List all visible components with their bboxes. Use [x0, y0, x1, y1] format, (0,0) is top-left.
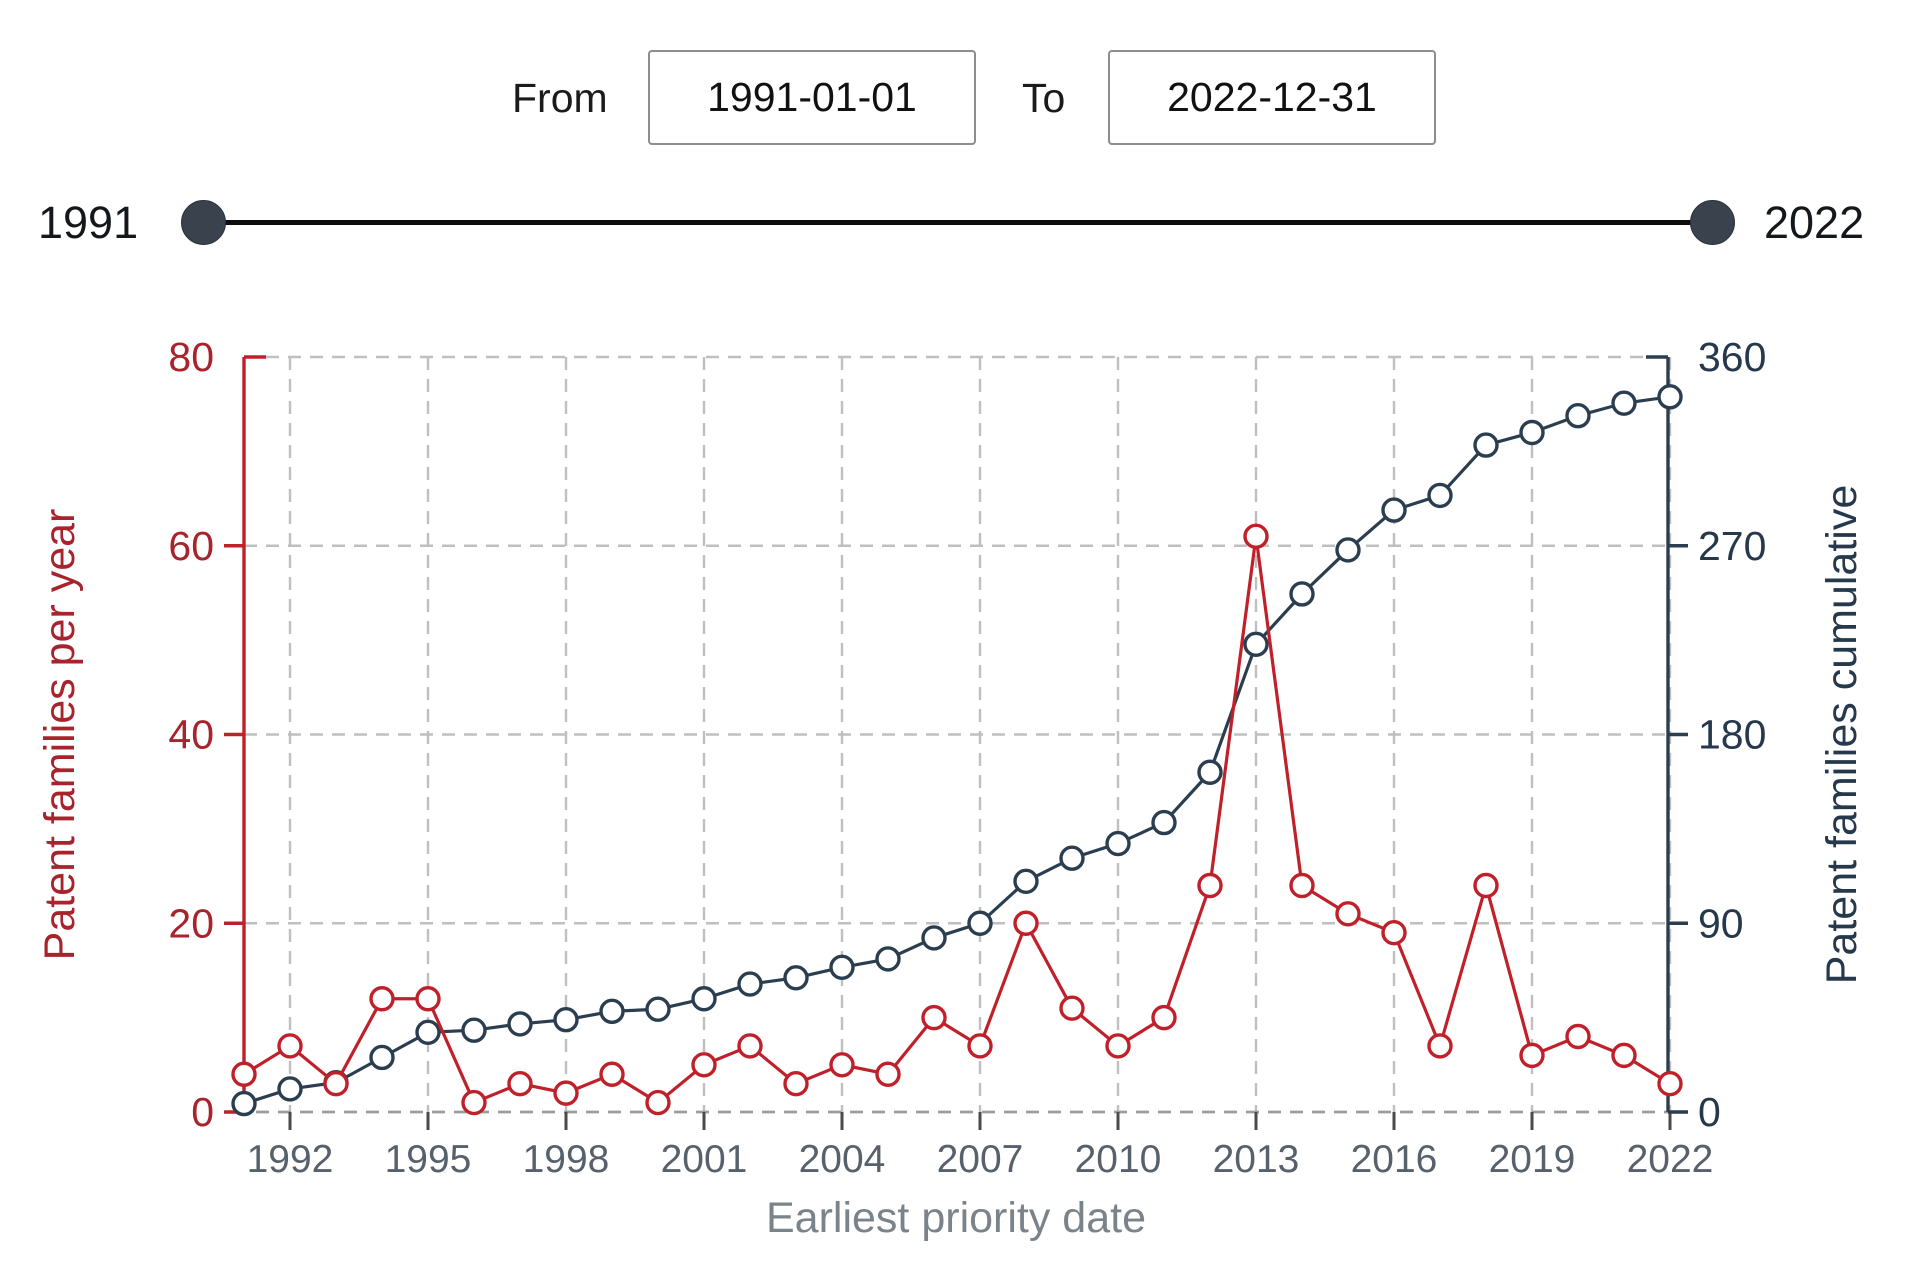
x-tick-label: 2007	[937, 1138, 1024, 1181]
slider-handle-max[interactable]	[1690, 200, 1735, 245]
cumulative-marker	[1611, 390, 1637, 416]
per-year-marker	[507, 1070, 533, 1097]
cumulative-marker	[967, 910, 993, 936]
per-year-marker	[829, 1052, 855, 1078]
per-year-marker	[1611, 1042, 1637, 1069]
left-axis-tick-label: 0	[191, 1089, 214, 1135]
cumulative-marker	[1565, 403, 1591, 429]
cumulative-marker	[1243, 631, 1269, 658]
x-tick-label: 2013	[1213, 1138, 1300, 1181]
right-axis-tick-label: 0	[1698, 1089, 1721, 1135]
x-tick-label: 2022	[1627, 1138, 1714, 1181]
slider-min-label: 1991	[38, 197, 139, 248]
x-tick-label: 2019	[1489, 1138, 1576, 1181]
per-year-marker	[1105, 1033, 1131, 1059]
cumulative-marker	[1151, 809, 1177, 836]
x-axis-title: Earliest priority date	[766, 1194, 1146, 1242]
cumulative-marker	[1105, 830, 1131, 857]
per-year-marker	[1519, 1042, 1545, 1069]
per-year-marker	[783, 1070, 809, 1097]
right-axis-tick-label: 180	[1698, 712, 1766, 758]
cumulative-marker	[645, 996, 671, 1022]
to-label: To	[1022, 75, 1066, 121]
per-year-marker	[691, 1052, 717, 1078]
per-year-marker	[967, 1033, 993, 1059]
cumulative-marker	[599, 998, 625, 1025]
per-year-marker	[1381, 919, 1407, 946]
from-date-input[interactable]	[648, 50, 976, 145]
right-axis-title: Patent families cumulative	[1818, 485, 1866, 985]
per-year-marker	[461, 1089, 487, 1116]
cumulative-marker	[1427, 482, 1453, 509]
per-year-marker	[277, 1033, 303, 1059]
right-axis-tick-label: 360	[1698, 334, 1766, 380]
cumulative-marker	[921, 925, 947, 951]
per-year-marker	[369, 986, 395, 1012]
cumulative-marker	[1519, 419, 1545, 446]
per-year-marker	[1289, 872, 1315, 899]
cumulative-marker	[461, 1017, 487, 1043]
cumulative-marker	[507, 1011, 533, 1037]
cumulative-marker	[369, 1044, 395, 1071]
left-axis-tick-label: 80	[168, 334, 214, 380]
cumulative-marker	[1657, 384, 1683, 410]
per-year-marker	[231, 1061, 257, 1087]
per-year-marker	[875, 1061, 901, 1087]
cumulative-marker	[691, 986, 717, 1012]
per-year-marker	[553, 1080, 579, 1106]
cumulative-marker	[1059, 845, 1085, 871]
per-year-marker	[737, 1033, 763, 1059]
per-year-marker	[1151, 1004, 1177, 1031]
cumulative-marker	[783, 965, 809, 991]
slider-max-label: 2022	[1764, 197, 1865, 248]
from-label: From	[512, 75, 608, 121]
slider-handle-min[interactable]	[181, 200, 226, 245]
cumulative-marker	[1335, 537, 1361, 563]
per-year-marker	[1335, 901, 1361, 927]
per-year-marker	[1473, 872, 1499, 899]
cumulative-marker	[231, 1090, 257, 1117]
per-year-marker	[1197, 872, 1223, 899]
cumulative-marker	[737, 971, 763, 997]
x-tick-label: 1992	[247, 1138, 334, 1181]
per-year-marker	[1243, 523, 1269, 550]
per-year-marker	[599, 1061, 625, 1087]
slider-track[interactable]	[203, 220, 1712, 225]
per-year-marker	[415, 986, 441, 1012]
per-year-marker	[1427, 1033, 1453, 1059]
cumulative-marker	[277, 1076, 303, 1102]
to-date-input[interactable]	[1108, 50, 1436, 145]
x-tick-label: 2016	[1351, 1138, 1438, 1181]
cumulative-marker	[875, 946, 901, 972]
per-year-line	[243, 536, 1671, 1105]
per-year-marker	[1013, 910, 1039, 936]
left-axis-tick-label: 40	[168, 712, 214, 758]
x-tick-label: 2001	[661, 1138, 748, 1181]
left-axis-tick-label: 60	[168, 523, 214, 569]
x-tick-label: 2010	[1075, 1138, 1162, 1181]
cumulative-marker	[1381, 497, 1407, 523]
per-year-marker	[645, 1089, 671, 1116]
per-year-marker	[323, 1070, 349, 1097]
cumulative-marker	[829, 954, 855, 980]
x-tick-label: 1995	[385, 1138, 472, 1181]
cumulative-marker	[553, 1007, 579, 1033]
per-year-marker	[1565, 1023, 1591, 1050]
per-year-marker	[1059, 995, 1085, 1021]
cumulative-marker	[1197, 759, 1223, 785]
right-axis-tick-label: 90	[1698, 900, 1744, 946]
per-year-marker	[1657, 1070, 1683, 1097]
cumulative-marker	[1013, 868, 1039, 895]
right-axis-tick-label: 270	[1698, 523, 1766, 569]
per-year-marker	[921, 1004, 947, 1031]
cumulative-line	[243, 395, 1671, 1106]
left-axis-tick-label: 20	[168, 900, 214, 946]
left-axis-title: Patent families per year	[36, 509, 84, 961]
cumulative-marker	[415, 1019, 441, 1046]
x-tick-label: 1998	[523, 1138, 610, 1181]
cumulative-marker	[1289, 581, 1315, 607]
cumulative-marker	[1473, 432, 1499, 458]
x-tick-label: 2004	[799, 1138, 886, 1181]
